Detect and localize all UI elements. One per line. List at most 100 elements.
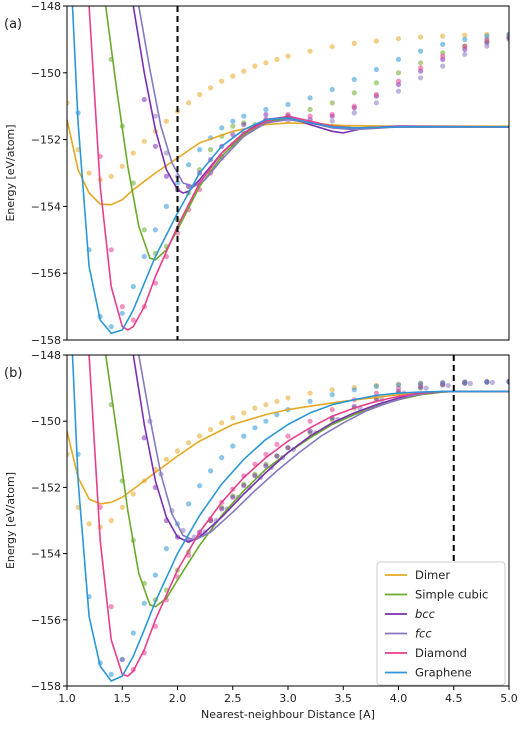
series-line-diamond — [88, 355, 509, 677]
data-point-bcc — [230, 132, 236, 138]
series-line-fcc — [138, 355, 509, 542]
data-point-dimer — [252, 405, 258, 411]
data-point-dimer — [119, 163, 125, 169]
series-line-fcc — [138, 6, 509, 188]
data-point-graphene — [351, 76, 357, 83]
data-point-dimer — [263, 402, 269, 408]
x-tick-label: 4.0 — [390, 692, 408, 705]
data-point-dimer — [219, 420, 225, 426]
legend-label-bcc: bcc — [415, 607, 436, 621]
data-point-dimer — [119, 504, 125, 510]
y-tick-label: −154 — [31, 548, 61, 561]
data-point-simple-cubic — [329, 100, 335, 106]
data-point-graphene — [186, 501, 192, 507]
data-point-bcc — [219, 506, 225, 512]
data-point-graphene — [263, 418, 269, 424]
data-point-graphene — [230, 443, 236, 449]
data-point-fcc — [351, 110, 357, 116]
data-point-graphene — [252, 425, 258, 431]
data-point-graphene — [152, 572, 158, 578]
data-point-diamond — [373, 91, 379, 98]
data-point-dimer — [274, 398, 280, 404]
data-point-graphene — [484, 379, 490, 385]
y-tick-label: −158 — [31, 334, 61, 347]
data-point-dimer — [208, 85, 214, 91]
data-point-dimer — [263, 60, 269, 66]
data-point-dimer — [241, 68, 247, 74]
data-point-bcc — [241, 122, 247, 128]
data-point-graphene — [351, 387, 357, 393]
data-point-graphene — [197, 483, 203, 489]
data-point-bcc — [263, 463, 269, 469]
data-point-fcc — [484, 43, 490, 49]
panel-b: −158 −156 −154 −152 −150 −148 1.0 1.5 2.0 2.5 3.0 3… — [4, 349, 518, 721]
y-tick-label: −158 — [31, 680, 61, 693]
y-tick-label: −156 — [31, 614, 61, 627]
series-simple-cubic — [108, 35, 509, 256]
series-graphene — [75, 31, 509, 330]
data-point-diamond — [119, 304, 125, 310]
data-point-graphene — [130, 284, 136, 290]
data-point-dimer — [108, 517, 114, 524]
data-point-graphene — [440, 380, 446, 386]
data-point-graphene — [230, 118, 236, 124]
data-point-dimer — [252, 63, 258, 69]
data-point-dimer — [418, 34, 424, 40]
data-point-graphene — [186, 162, 192, 168]
data-point-simple-cubic — [230, 123, 236, 129]
data-point-dimer — [186, 100, 192, 106]
y-tick-label: −154 — [31, 200, 61, 213]
data-point-graphene — [285, 101, 291, 108]
series-bcc — [141, 35, 509, 193]
data-point-dimer — [274, 56, 280, 63]
data-point-diamond — [130, 317, 136, 323]
data-point-graphene — [208, 468, 214, 474]
data-point-dimer — [230, 73, 236, 79]
data-point-dimer — [174, 448, 181, 454]
data-point-fcc — [418, 75, 424, 81]
data-point-graphene — [440, 41, 446, 48]
series-line-dimer — [67, 390, 509, 505]
data-point-bcc — [152, 143, 158, 149]
data-point-graphene — [506, 31, 509, 37]
data-point-dimer — [130, 150, 136, 156]
data-point-graphene — [141, 253, 147, 260]
data-point-fcc — [489, 379, 495, 386]
data-point-bcc — [252, 473, 258, 479]
y-tick-label: −148 — [31, 0, 61, 13]
data-point-diamond — [108, 247, 114, 253]
data-point-diamond — [285, 433, 291, 439]
data-point-diamond — [274, 441, 280, 447]
data-point-fcc — [152, 113, 158, 119]
data-point-diamond — [418, 65, 424, 71]
data-point-dimer — [108, 173, 114, 179]
data-point-graphene — [484, 33, 490, 39]
data-point-graphene — [263, 106, 269, 113]
data-point-fcc — [395, 88, 402, 94]
panel-label: (a) — [4, 17, 22, 32]
data-point-simple-cubic — [130, 180, 136, 186]
data-point-simple-cubic — [307, 106, 313, 113]
data-point-graphene — [119, 310, 125, 316]
data-point-fcc — [467, 380, 473, 387]
x-tick-label: 1.0 — [58, 692, 76, 705]
data-point-diamond — [307, 113, 313, 119]
data-point-bcc — [241, 483, 247, 489]
data-point-graphene — [329, 392, 335, 398]
data-point-simple-cubic — [418, 60, 424, 66]
data-point-graphene — [462, 379, 468, 385]
data-point-graphene — [197, 147, 203, 153]
data-point-graphene — [130, 630, 136, 636]
data-point-fcc — [329, 118, 335, 124]
series-line-graphene — [71, 6, 509, 335]
data-point-graphene — [108, 671, 114, 678]
x-tick-label: 1.5 — [114, 692, 132, 705]
data-point-bcc — [141, 96, 147, 103]
legend-label-graphene: Graphene — [415, 666, 472, 680]
data-point-graphene — [241, 433, 247, 439]
data-point-graphene — [307, 95, 313, 101]
data-point-graphene — [418, 380, 424, 387]
data-point-dimer — [395, 36, 402, 42]
data-point-graphene — [152, 227, 158, 233]
